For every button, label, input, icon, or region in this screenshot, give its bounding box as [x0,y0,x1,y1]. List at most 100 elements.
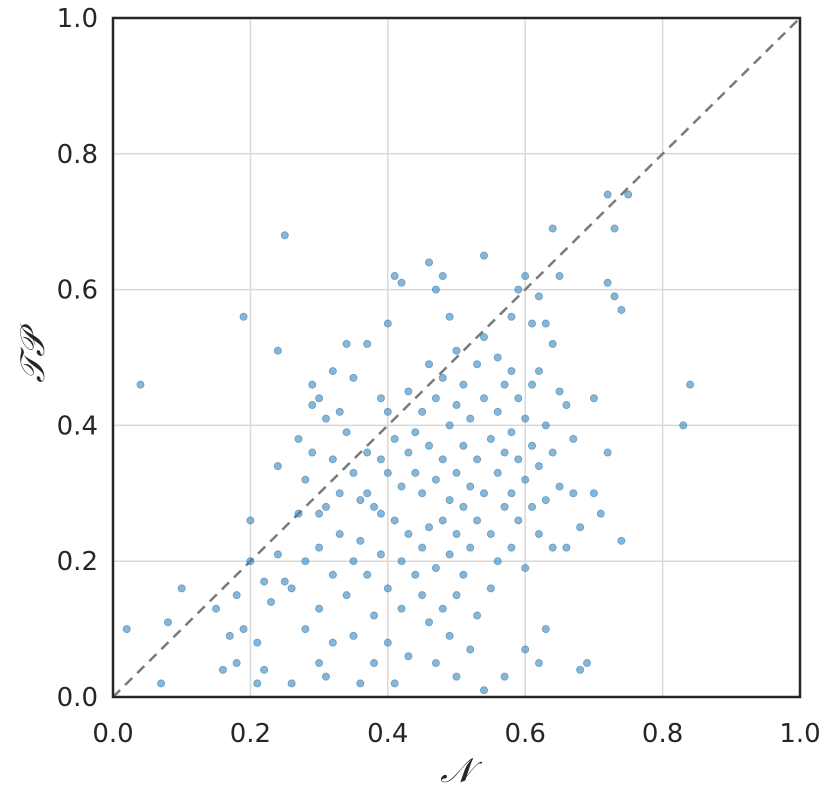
data-point-89 [411,570,420,579]
data-point-145 [500,448,509,457]
data-point-1 [136,380,145,389]
data-point-55 [349,631,358,640]
data-point-4 [177,584,186,593]
data-point-136 [479,686,488,695]
data-point-170 [534,659,543,668]
scatter-points [122,190,695,695]
data-point-66 [376,394,385,403]
data-point-171 [541,319,550,328]
data-point-17 [260,577,269,586]
data-point-199 [624,190,633,199]
data-point-83 [404,387,413,396]
x-tick-label-1: 0.2 [230,719,271,749]
data-point-191 [596,509,605,518]
data-point-70 [383,319,392,328]
data-point-24 [287,679,296,688]
data-point-21 [273,550,282,559]
data-point-152 [507,543,516,552]
data-point-30 [301,625,310,634]
data-point-102 [431,563,440,572]
data-point-185 [569,489,578,498]
data-point-183 [562,543,571,552]
data-point-144 [500,380,509,389]
data-point-153 [514,285,523,294]
data-point-85 [404,530,413,539]
data-point-164 [528,441,537,450]
data-point-82 [397,604,406,613]
data-point-166 [534,292,543,301]
y-axis-ticks: 0.0 0.2 0.4 0.6 0.8 1.0 [57,4,98,713]
data-point-132 [479,251,488,260]
y-axis-label: 𝒯𝒫 [13,323,53,383]
data-point-99 [431,285,440,294]
data-point-105 [438,373,447,382]
data-point-84 [404,448,413,457]
data-point-5 [212,604,221,613]
data-point-195 [610,224,619,233]
plot-frame [111,16,802,699]
data-point-46 [335,407,344,416]
data-point-18 [267,597,276,606]
data-point-156 [514,516,523,525]
data-point-115 [452,401,461,410]
data-point-137 [486,434,495,443]
data-point-141 [493,407,502,416]
data-point-19 [273,346,282,355]
data-point-155 [514,455,523,464]
data-point-0 [122,625,131,634]
data-point-75 [390,272,399,281]
data-point-44 [328,570,337,579]
data-point-98 [425,618,434,627]
data-point-129 [473,455,482,464]
data-point-134 [479,394,488,403]
data-point-42 [328,367,337,376]
data-point-97 [425,523,434,532]
data-point-67 [376,455,385,464]
x-axis-ticks: 0.0 0.2 0.4 0.6 0.8 1.0 [92,719,820,749]
data-point-2 [157,679,166,688]
data-point-118 [452,591,461,600]
data-point-25 [287,584,296,593]
data-point-29 [301,557,310,566]
data-point-71 [383,407,392,416]
data-point-28 [301,475,310,484]
data-point-117 [452,530,461,539]
data-point-94 [425,258,434,267]
data-point-92 [418,543,427,552]
data-point-116 [452,468,461,477]
data-point-176 [548,339,557,348]
data-point-40 [321,414,330,423]
data-point-22 [280,231,289,240]
y-tick-label-4: 0.8 [57,140,98,170]
data-point-58 [356,679,365,688]
data-point-50 [342,428,351,437]
data-point-26 [294,509,303,518]
data-point-14 [253,679,262,688]
data-point-90 [418,407,427,416]
data-point-165 [528,502,537,511]
data-point-198 [617,536,626,545]
data-point-130 [473,516,482,525]
x-tick-label-5: 1.0 [779,719,820,749]
data-point-151 [507,489,516,498]
data-point-13 [246,516,255,525]
data-point-9 [232,591,241,600]
x-axis-label: 𝒩 [440,751,483,791]
data-point-80 [397,482,406,491]
data-point-142 [493,468,502,477]
data-point-143 [493,557,502,566]
data-point-200 [679,421,688,430]
data-point-76 [390,434,399,443]
data-point-159 [521,475,530,484]
data-point-15 [253,638,262,647]
data-point-179 [555,272,564,281]
data-point-91 [418,489,427,498]
data-point-167 [534,367,543,376]
data-point-201 [686,380,695,389]
data-point-20 [273,462,282,471]
data-point-182 [562,401,571,410]
data-point-184 [569,434,578,443]
data-point-56 [356,496,365,505]
data-point-107 [438,516,447,525]
data-point-173 [541,496,550,505]
